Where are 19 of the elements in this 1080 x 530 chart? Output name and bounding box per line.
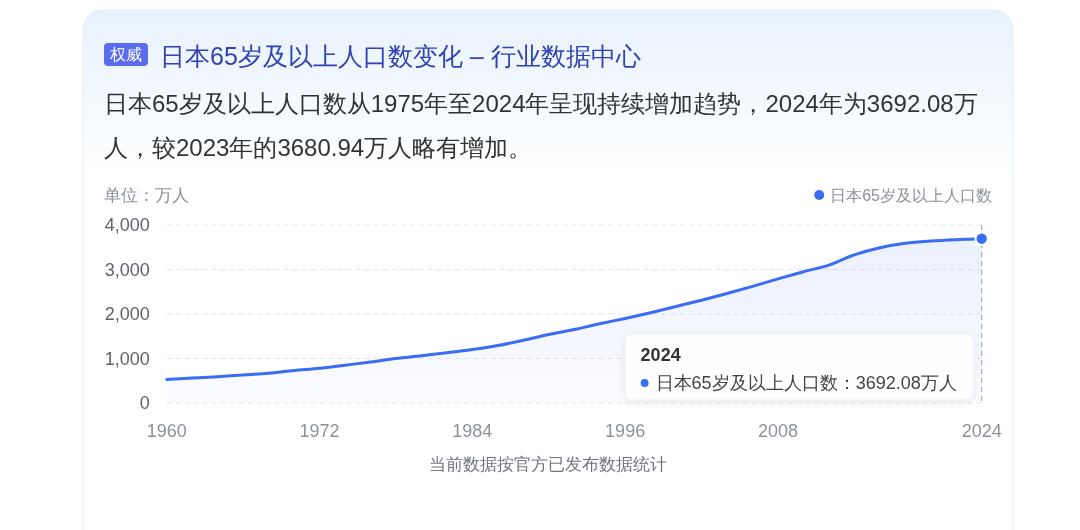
text: 当前数据按官方已发布数据统计 [429,455,667,474]
x-tick-label: 1984 [452,421,493,441]
x-tick-label: 1960 [146,421,187,441]
y-tick-label: 4,000 [104,215,150,236]
x-tick-label: 1996 [605,421,646,441]
legend-label: 日本65岁及以上人口数 [830,186,992,204]
chart-title: 日本65岁及以上人口数变化 – 行业数据中心 [160,41,641,70]
y-axis-title: 单位：万人 [104,185,189,205]
chart-subtitle: 日本65岁及以上人口数从1975年至2024年呈现持续增加趋势，2024年为3692.08万人，较2023年的3680.94万人略有增加。 [104,90,978,161]
x-tick-label: 1972 [299,421,340,441]
text: 权威 [109,46,142,64]
y-tick-label: 3,000 [104,259,150,280]
annotation: 日本65岁及以上人口数：3692.08万人 [655,373,957,393]
y-tick-label: 2,000 [104,304,150,325]
y-tick-label: 1,000 [104,348,150,369]
x-tick-label: 2024 [961,421,1002,441]
annotation: 2024 [640,345,681,365]
y-tick-label: 0 [139,393,150,414]
x-tick-label: 2008 [757,421,798,441]
